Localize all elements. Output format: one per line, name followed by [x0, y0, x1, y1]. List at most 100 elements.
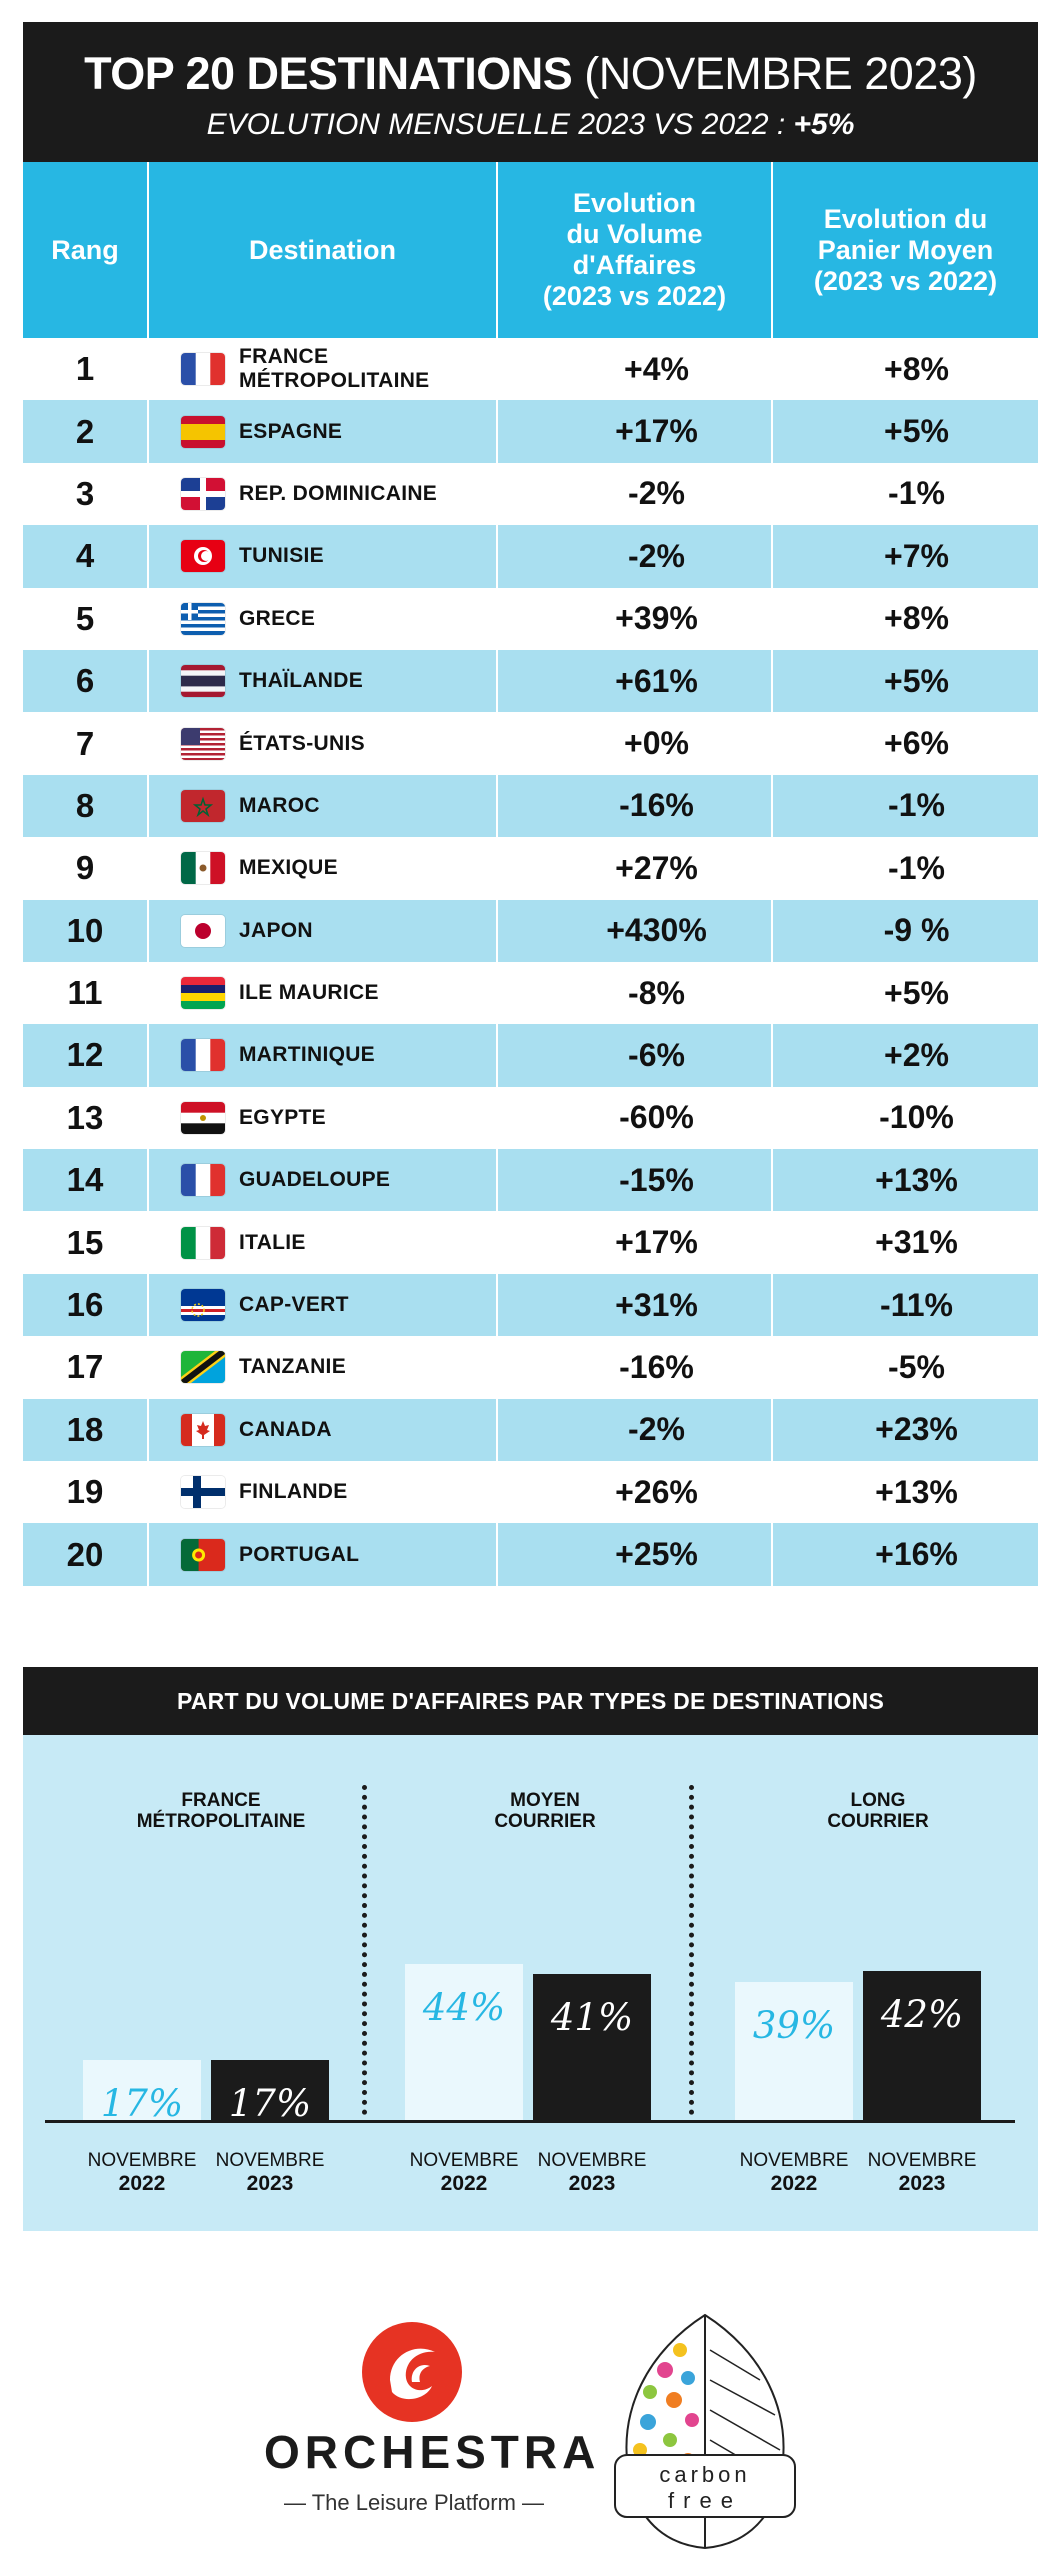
usa-flag-icon	[181, 727, 225, 760]
destination-cell: Portugal	[149, 1523, 519, 1585]
france-flag-icon	[181, 1164, 225, 1197]
bar-2023: 17%	[211, 2059, 329, 2125]
destination-name: France Métropolitaine	[239, 345, 430, 393]
destination-name: Egypte	[239, 1105, 326, 1129]
volume-evolution-cell: +26%	[615, 1473, 698, 1510]
volume-evolution-cell: -16%	[619, 1348, 694, 1385]
greece-flag-icon	[181, 602, 225, 635]
volume-evolution-cell: -16%	[619, 787, 694, 824]
basket-evolution-cell: +5%	[884, 413, 949, 450]
basket-evolution-cell: +8%	[884, 600, 949, 637]
portugal-flag-icon	[181, 1538, 225, 1571]
table-row: 19 Finlande +26% +13%	[23, 1461, 1038, 1523]
destination-cell: Rep. Dominicaine	[149, 463, 519, 525]
rank-cell: 8	[75, 786, 95, 824]
brand-tagline: — The Leisure Platform —	[283, 2490, 545, 2515]
table-row: 12 Martinique -6% +2%	[23, 1024, 1038, 1087]
column-header-volume: Evolution du Volume d'Affaires (2023 vs …	[498, 162, 771, 338]
destination-cell: France Métropolitaine	[149, 338, 519, 400]
volume-evolution-cell: -2%	[628, 537, 685, 574]
table-row: 3 Rep. Dominicaine -2% -1%	[23, 463, 1038, 525]
basket-evolution-cell: +5%	[884, 974, 949, 1011]
basket-evolution-cell: +16%	[875, 1536, 958, 1573]
tunisia-flag-icon	[181, 540, 225, 573]
rank-cell: 20	[66, 1535, 104, 1573]
finland-flag-icon	[181, 1476, 225, 1509]
volume-evolution-cell: -8%	[628, 974, 685, 1011]
rank-cell: 11	[67, 974, 103, 1012]
column-divider	[147, 162, 149, 1586]
basket-evolution-cell: +23%	[875, 1411, 958, 1448]
destination-name: Thaïlande	[239, 669, 364, 693]
panel-title: PART DU VOLUME D'AFFAIRES PAR TYPES DE D…	[23, 1667, 1038, 1735]
destination-name: Mexique	[239, 856, 338, 880]
table-row: 17 Tanzanie -16% -5%	[23, 1336, 1038, 1398]
rank-cell: 3	[75, 474, 95, 512]
rank-cell: 7	[75, 724, 95, 762]
infographic-header: TOP 20 DESTINATIONS (NOVEMBRE 2023) EVOL…	[23, 22, 1038, 162]
destination-cell: Mexique	[149, 837, 519, 899]
table-row: 15 Italie +17% +31%	[23, 1211, 1038, 1273]
bar-2023: 42%	[863, 1970, 981, 2120]
destination-cell: Ile Maurice	[149, 962, 519, 1024]
destination-cell: Finlande	[149, 1461, 519, 1523]
x-axis-label: NOVEMBRE 2023	[867, 2150, 977, 2195]
group-title-france: FRANCE MÉTROPOLITAINE	[136, 1790, 306, 1832]
rank-cell: 4	[75, 537, 95, 575]
basket-evolution-cell: -1%	[888, 787, 945, 824]
group-divider	[689, 1785, 694, 2115]
table-row: 8 Maroc -16% -1%	[23, 774, 1038, 838]
bar-value-label: 17%	[100, 2081, 184, 2125]
destination-cell: Martinique	[149, 1024, 519, 1086]
volume-evolution-cell: +430%	[606, 912, 707, 949]
destination-cell: Cap-Vert	[149, 1274, 519, 1336]
destination-name: Espagne	[239, 419, 343, 443]
destination-cell: Guadeloupe	[149, 1149, 519, 1211]
destination-name: Grece	[239, 606, 316, 630]
france-flag-icon	[181, 353, 225, 386]
morocco-flag-icon	[181, 789, 225, 822]
thailand-flag-icon	[181, 665, 225, 698]
chart-baseline	[45, 2120, 1015, 2123]
volume-evolution-cell: -2%	[628, 1411, 685, 1448]
rank-cell: 14	[66, 1161, 104, 1199]
destination-name: Rep. Dominicaine	[239, 481, 438, 505]
basket-evolution-cell: +5%	[884, 662, 949, 699]
destination-cell: Thaïlande	[149, 650, 519, 712]
destination-name: Italie	[239, 1230, 306, 1254]
destination-name: Guadeloupe	[239, 1168, 391, 1192]
table-row: 16 Cap-Vert +31% -11%	[23, 1273, 1038, 1337]
column-header-rank: Rang	[23, 162, 147, 338]
volume-evolution-cell: +25%	[615, 1536, 698, 1573]
basket-evolution-cell: -11%	[880, 1286, 953, 1323]
destination-name: États-Unis	[239, 731, 365, 755]
mauritius-flag-icon	[181, 977, 225, 1010]
rank-cell: 5	[75, 599, 95, 637]
group-title-moyen-courrier: MOYEN COURRIER	[494, 1790, 596, 1832]
group-title-long-courrier: LONG COURRIER	[827, 1790, 929, 1832]
italy-flag-icon	[181, 1226, 225, 1259]
x-axis-label: NOVEMBRE 2022	[409, 2150, 519, 2195]
destination-name: Martinique	[239, 1043, 375, 1067]
destination-cell: Canada	[149, 1399, 519, 1461]
table-row: 20 Portugal +25% +16%	[23, 1523, 1038, 1586]
basket-evolution-cell: -5%	[888, 1348, 945, 1385]
destination-name: Ile Maurice	[239, 981, 379, 1005]
destination-cell: Japon	[149, 900, 519, 962]
title-period: (NOVEMBRE 2023)	[584, 48, 977, 99]
group-divider	[362, 1785, 367, 2115]
bar-2022: 17%	[83, 2059, 201, 2125]
page-title: TOP 20 DESTINATIONS (NOVEMBRE 2023)	[23, 48, 1038, 100]
table-row: 5 Grece +39% +8%	[23, 588, 1038, 650]
volume-evolution-cell: +17%	[615, 413, 698, 450]
bar-chart-panel: FRANCE MÉTROPOLITAINE MOYEN COURRIER LONG C…	[23, 1735, 1038, 2231]
volume-evolution-cell: -6%	[628, 1036, 685, 1073]
bar-value-label: 41%	[550, 1996, 634, 2040]
table-row: 7 États-Unis +0% +6%	[23, 712, 1038, 774]
bar-value-label: 44%	[422, 1985, 506, 2029]
japan-flag-icon	[181, 914, 225, 947]
basket-evolution-cell: +6%	[884, 725, 949, 762]
column-divider	[496, 162, 498, 1586]
footer: ORCHESTRA — The Leisure Platform — carbo…	[0, 2300, 1050, 2560]
basket-evolution-cell: -10%	[879, 1099, 954, 1136]
